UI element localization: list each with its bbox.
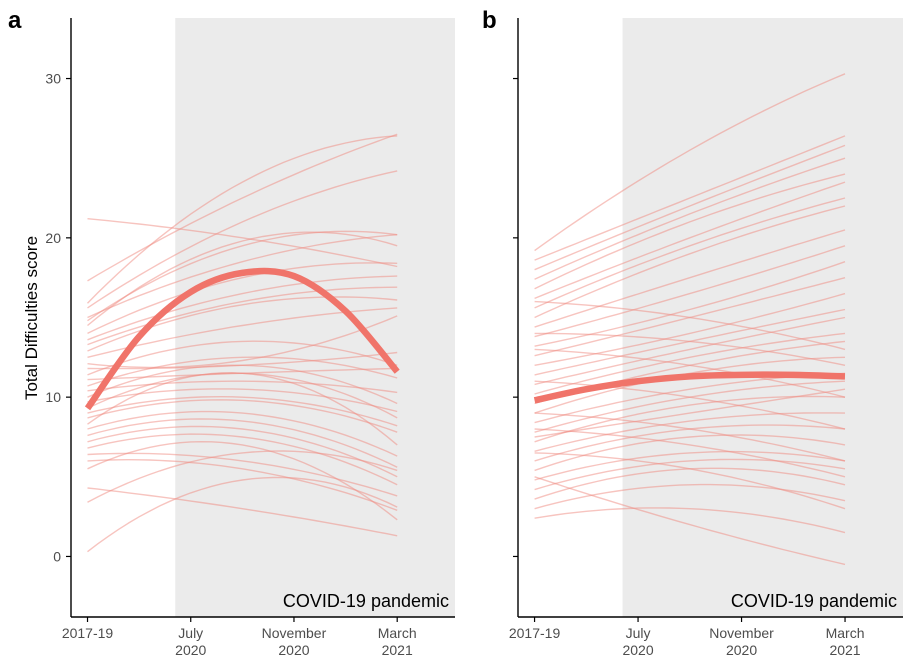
individual-trajectory-line — [87, 234, 398, 319]
y-tick-label: 10 — [45, 389, 61, 405]
individual-trajectory-line — [87, 476, 398, 553]
individual-trajectory-line — [87, 286, 398, 346]
individual-trajectory-line — [87, 315, 398, 369]
x-tick-label: 2017-19 — [509, 625, 561, 641]
individual-trajectory-line — [87, 487, 398, 537]
panel-a-covid-region — [175, 18, 456, 617]
individual-trajectory-line — [534, 157, 846, 280]
individual-trajectory-line — [534, 181, 846, 300]
individual-trajectory-line — [87, 450, 398, 503]
individual-trajectory-line — [534, 388, 846, 438]
individual-trajectory-line — [87, 133, 398, 282]
individual-trajectory-line — [87, 135, 398, 304]
individual-trajectory-line — [534, 135, 846, 261]
y-axis-title: Total Difficulties score — [22, 236, 41, 400]
panel-a-annotation: COVID-19 pandemic — [283, 591, 449, 611]
x-tick-label: 2017-19 — [62, 625, 114, 641]
individual-trajectory-line — [534, 380, 846, 430]
individual-trajectory-line — [534, 332, 846, 395]
panel-a-mean-curve — [84, 267, 400, 411]
x-tick-label: July — [178, 625, 203, 641]
individual-trajectory-line — [534, 144, 846, 271]
x-tick-label-year: 2021 — [382, 642, 413, 656]
individual-trajectory-line — [534, 458, 846, 491]
y-tick-label: 0 — [53, 548, 61, 564]
individual-trajectory-line — [534, 332, 846, 366]
panel-b-label: b — [482, 7, 497, 34]
individual-trajectory-line — [534, 428, 846, 478]
x-tick-label-year: 2020 — [726, 642, 757, 656]
individual-trajectory-line — [534, 300, 846, 351]
individual-trajectory-line — [87, 356, 398, 387]
x-tick-label-year: 2021 — [829, 642, 860, 656]
individual-trajectory-line — [87, 410, 398, 457]
individual-trajectory-line — [534, 348, 846, 398]
individual-trajectory-line — [87, 372, 398, 446]
panel-b-annotation: COVID-19 pandemic — [731, 591, 897, 611]
individual-trajectory-line — [87, 380, 398, 394]
panel-b-individual-curves — [534, 73, 846, 566]
individual-trajectory-line — [87, 440, 398, 521]
individual-trajectory-line — [87, 433, 398, 486]
individual-trajectory-line — [534, 450, 846, 481]
x-tick-label-year: 2020 — [622, 642, 653, 656]
individual-trajectory-line — [534, 229, 846, 328]
individual-trajectory-line — [534, 245, 846, 338]
x-tick-label: March — [378, 625, 417, 641]
panel-b-covid-region — [622, 18, 903, 617]
individual-trajectory-line — [534, 412, 846, 452]
individual-trajectory-line — [87, 399, 398, 433]
individual-trajectory-line — [87, 340, 398, 376]
individual-trajectory-line — [87, 425, 398, 478]
individual-trajectory-line — [87, 218, 398, 268]
x-tick-label: March — [826, 625, 865, 641]
individual-trajectory-line — [534, 476, 846, 566]
individual-trajectory-line — [534, 434, 846, 472]
individual-trajectory-line — [87, 452, 398, 497]
individual-trajectory-line — [87, 230, 398, 322]
y-tick-label: 20 — [45, 230, 61, 246]
individual-trajectory-line — [87, 364, 398, 405]
individual-trajectory-line — [87, 275, 398, 341]
individual-trajectory-line — [87, 395, 398, 427]
individual-trajectory-line — [87, 262, 398, 335]
individual-trajectory-line — [534, 205, 846, 319]
x-tick-label-year: 2020 — [278, 642, 309, 656]
individual-trajectory-line — [534, 452, 846, 510]
x-tick-label: July — [626, 625, 651, 641]
x-tick-label: November — [709, 625, 774, 641]
individual-trajectory-line — [534, 173, 846, 290]
individual-trajectory-line — [534, 73, 846, 252]
individual-trajectory-line — [87, 296, 398, 352]
individual-trajectory-line — [534, 507, 846, 534]
individual-trajectory-line — [534, 292, 846, 366]
y-tick-label: 30 — [45, 71, 61, 87]
individual-trajectory-line — [534, 412, 846, 462]
individual-trajectory-line — [534, 316, 846, 386]
individual-trajectory-line — [87, 170, 398, 309]
panel-a-label: a — [8, 7, 22, 34]
individual-trajectory-line — [534, 197, 846, 309]
x-tick-label: November — [262, 625, 327, 641]
individual-trajectory-line — [87, 458, 398, 511]
individual-trajectory-line — [87, 418, 398, 468]
panel-b-mean-curve — [533, 371, 846, 404]
panel-a-individual-curves — [87, 133, 398, 553]
individual-trajectory-line — [534, 261, 846, 347]
x-tick-label-year: 2020 — [175, 642, 206, 656]
individual-trajectory-line — [534, 483, 846, 510]
individual-trajectory-line — [87, 231, 398, 327]
